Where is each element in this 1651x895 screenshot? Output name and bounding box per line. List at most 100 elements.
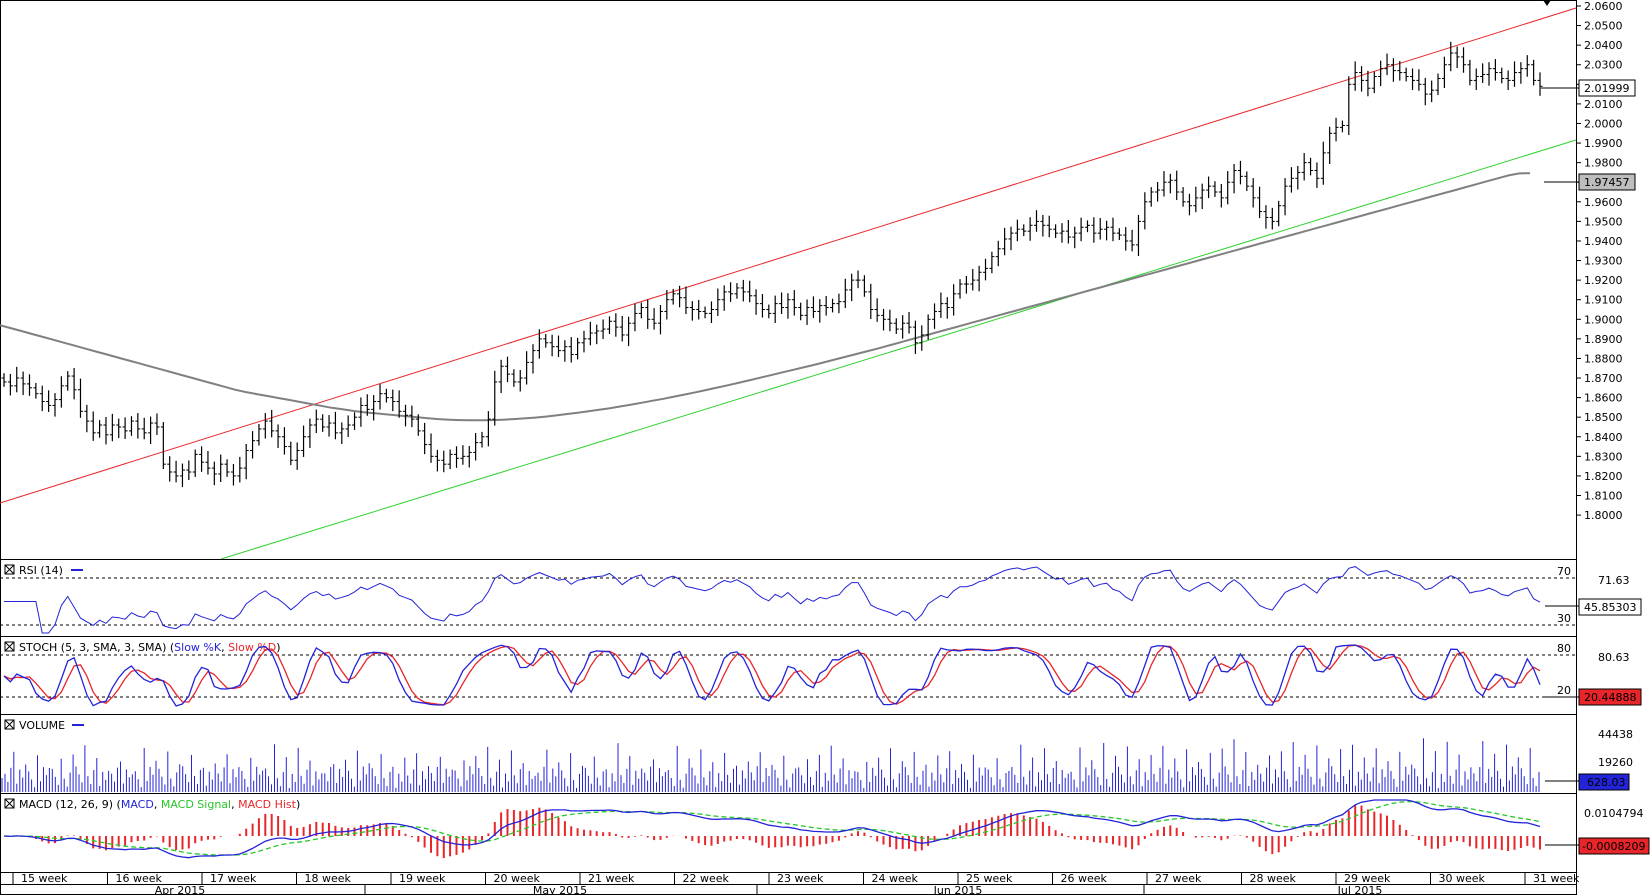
stoch-slow-k-line bbox=[3, 644, 1541, 707]
month-label: Apr 2015 bbox=[155, 884, 206, 895]
macd-title-macd: MACD bbox=[121, 798, 154, 811]
rsi-toggle-cross-icon bbox=[4, 564, 15, 575]
ma-value-box bbox=[1578, 173, 1636, 191]
volume-bars bbox=[1, 738, 1540, 792]
price-tick-label: 2.0400 bbox=[1584, 39, 1623, 52]
price-tick-label: 2.0100 bbox=[1584, 98, 1623, 111]
volume-right-label-2: 19260 bbox=[1598, 756, 1633, 769]
price-panel: 2.06002.05002.04002.03002.02002.01002.00… bbox=[0, 0, 1636, 560]
rsi-value-box bbox=[1578, 598, 1642, 616]
stoch-title-main: STOCH (5, 3, SMA, 3, SMA) bbox=[19, 641, 166, 654]
month-label: Jul 2015 bbox=[1337, 884, 1383, 895]
price-tick-label: 1.9400 bbox=[1584, 235, 1623, 248]
moving-average-line bbox=[0, 172, 1531, 422]
stoch-title-sep3: ) bbox=[276, 641, 280, 654]
macd-toggle-cross-icon bbox=[4, 798, 15, 809]
rsi-level-70-label: 70 bbox=[1557, 565, 1571, 578]
week-label: 31 week bbox=[1533, 872, 1580, 885]
stoch-title-sep2: , bbox=[221, 641, 228, 654]
week-label: 15 week bbox=[21, 872, 68, 885]
volume-title: VOLUME bbox=[19, 719, 65, 732]
volume-toggle-cross-icon bbox=[4, 719, 15, 730]
volume-value-box bbox=[1578, 773, 1630, 791]
rsi-panel: RSI (14) 70 30 71.63 45.85303 bbox=[0, 564, 1642, 634]
macd-title-hist: MACD Hist bbox=[238, 798, 297, 811]
week-label: 29 week bbox=[1344, 872, 1391, 885]
stoch-panel: STOCH (5, 3, SMA, 3, SMA) (Slow %K, Slow… bbox=[0, 641, 1642, 707]
rsi-right-label: 71.63 bbox=[1598, 574, 1630, 587]
stoch-title-sep1: ( bbox=[166, 641, 174, 654]
volume-right-label-1: 44438 bbox=[1598, 728, 1633, 741]
week-label: 23 week bbox=[777, 872, 824, 885]
macd-histogram bbox=[9, 805, 1541, 859]
macd-right-label: 0.0104794 bbox=[1584, 807, 1644, 820]
macd-title-sep1: ( bbox=[113, 798, 121, 811]
price-tick-label: 1.9000 bbox=[1584, 313, 1623, 326]
price-tick-label: 1.9600 bbox=[1584, 196, 1623, 209]
upper-channel-line bbox=[0, 7, 1577, 504]
week-label: 20 week bbox=[494, 872, 541, 885]
volume-value-label: 628.03 bbox=[1587, 776, 1626, 789]
x-axis: 15 week 16 week 17 week 18 week 19 week 20 we… bbox=[0, 872, 1580, 895]
week-label: 18 week bbox=[305, 872, 352, 885]
macd-title-sep2: , bbox=[154, 798, 161, 811]
price-tick-label: 1.8600 bbox=[1584, 392, 1623, 405]
rsi-line bbox=[4, 566, 1541, 634]
price-tick-label: 1.8400 bbox=[1584, 431, 1623, 444]
ohlc-bars bbox=[1, 41, 1543, 488]
ma-value-label: 1.97457 bbox=[1584, 176, 1630, 189]
last-price-box bbox=[1578, 79, 1636, 97]
macd-title: MACD (12, 26, 9) (MACD, MACD Signal, MAC… bbox=[19, 798, 300, 811]
price-tick-label: 2.0500 bbox=[1584, 20, 1623, 33]
price-tick-label: 2.0600 bbox=[1584, 0, 1623, 13]
week-label: 24 week bbox=[872, 872, 919, 885]
stoch-title-d: Slow %D bbox=[228, 641, 276, 654]
lower-channel-line bbox=[220, 139, 1577, 560]
stoch-title: STOCH (5, 3, SMA, 3, SMA) (Slow %K, Slow… bbox=[19, 641, 281, 654]
macd-value-label: -0.0008209 bbox=[1582, 840, 1645, 853]
rsi-value-label: 45.85303 bbox=[1584, 601, 1637, 614]
top-marker-icon bbox=[1543, 0, 1551, 6]
last-price-label: 2.01999 bbox=[1584, 82, 1630, 95]
price-tick-label: 1.9800 bbox=[1584, 157, 1623, 170]
stoch-toggle-cross-icon bbox=[4, 641, 15, 652]
price-tick-label: 1.9100 bbox=[1584, 294, 1623, 307]
price-tick-label: 1.8300 bbox=[1584, 450, 1623, 463]
price-tick-label: 1.8800 bbox=[1584, 352, 1623, 365]
week-label: 16 week bbox=[116, 872, 163, 885]
price-tick-label: 2.0000 bbox=[1584, 117, 1623, 130]
week-label: 25 week bbox=[966, 872, 1013, 885]
week-label: 21 week bbox=[588, 872, 635, 885]
price-tick-label: 2.0300 bbox=[1584, 59, 1623, 72]
macd-signal-line bbox=[3, 800, 1541, 856]
week-label: 28 week bbox=[1250, 872, 1297, 885]
macd-title-sep4: ) bbox=[296, 798, 300, 811]
price-tick-label: 1.8100 bbox=[1584, 490, 1623, 503]
month-label: Jun 2015 bbox=[933, 884, 983, 895]
week-label: 27 week bbox=[1155, 872, 1202, 885]
price-tick-label: 1.9500 bbox=[1584, 215, 1623, 228]
stoch-value-label: 20.44888 bbox=[1584, 691, 1637, 704]
price-tick-label: 1.8500 bbox=[1584, 411, 1623, 424]
macd-title-main: MACD (12, 26, 9) bbox=[19, 798, 113, 811]
macd-line bbox=[3, 799, 1541, 859]
macd-title-sep3: , bbox=[231, 798, 238, 811]
stoch-level-80-label: 80 bbox=[1557, 642, 1571, 655]
week-label: 26 week bbox=[1061, 872, 1108, 885]
week-label: 19 week bbox=[399, 872, 446, 885]
stoch-right-label: 80.63 bbox=[1598, 651, 1630, 664]
price-tick-label: 1.8200 bbox=[1584, 470, 1623, 483]
price-tick-label: 1.9200 bbox=[1584, 274, 1623, 287]
week-label: 30 week bbox=[1439, 872, 1486, 885]
rsi-level-30-label: 30 bbox=[1557, 612, 1571, 625]
macd-title-signal: MACD Signal bbox=[161, 798, 231, 811]
stoch-level-20-label: 20 bbox=[1557, 684, 1571, 697]
week-label: 17 week bbox=[210, 872, 257, 885]
rsi-title: RSI (14) bbox=[19, 564, 63, 577]
stoch-value-box bbox=[1578, 688, 1642, 706]
month-label: May 2015 bbox=[533, 884, 587, 895]
stoch-title-k: Slow %K bbox=[174, 641, 222, 654]
macd-panel: MACD (12, 26, 9) (MACD, MACD Signal, MAC… bbox=[3, 798, 1650, 859]
price-tick-label: 1.8900 bbox=[1584, 333, 1623, 346]
